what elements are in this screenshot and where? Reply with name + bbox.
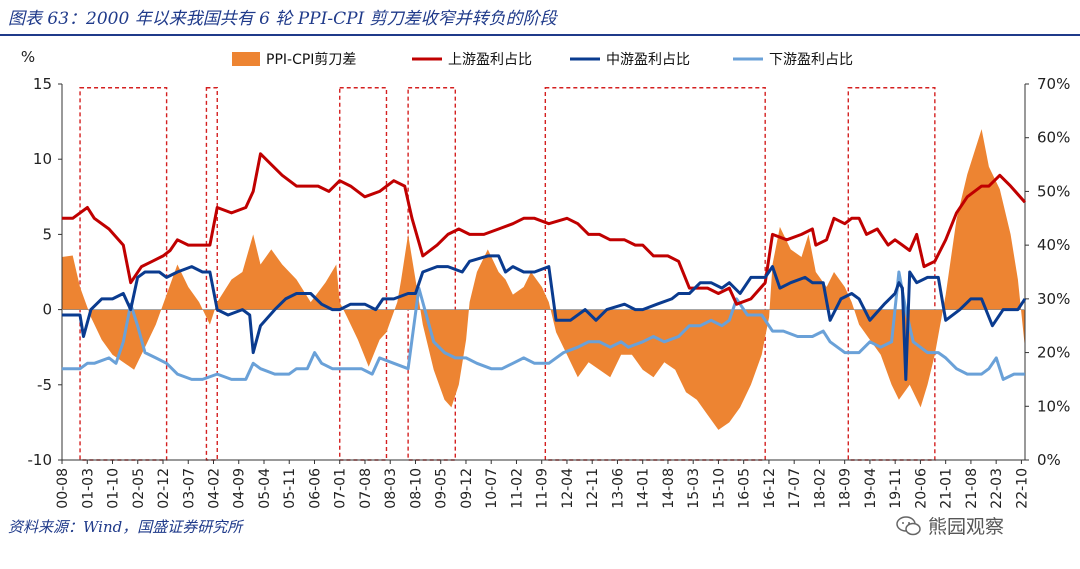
x-tick-label: 16-12 <box>762 468 778 509</box>
x-tick-label: 03-07 <box>181 468 197 509</box>
right-tick-label: 0% <box>1037 451 1061 469</box>
x-tick-label: 09-12 <box>459 468 475 509</box>
x-tick-label: 09-05 <box>434 468 450 509</box>
legend-label-spread: PPI-CPI剪刀差 <box>266 52 356 68</box>
spread-area-series <box>61 129 1025 430</box>
x-tick-label: 01-10 <box>106 468 122 509</box>
x-tick-label: 15-10 <box>711 468 727 509</box>
x-tick-label: 06-06 <box>308 468 324 509</box>
title-rule <box>0 34 1080 36</box>
right-tick-label: 60% <box>1037 129 1070 147</box>
highlight-box-1 <box>79 87 168 461</box>
right-tick-label: 10% <box>1037 397 1070 415</box>
x-tick-label: 22-03 <box>989 468 1005 509</box>
right-tick-label: 50% <box>1037 182 1070 200</box>
highlight-box-3 <box>339 87 388 461</box>
left-tick-label: 5 <box>42 225 52 243</box>
left-axis-unit: % <box>21 48 35 66</box>
x-tick-label: 12-04 <box>560 468 576 509</box>
x-tick-label: 07-08 <box>358 468 374 509</box>
x-tick-label: 00-08 <box>55 468 71 509</box>
x-tick-label: 12-11 <box>585 468 601 509</box>
legend: PPI-CPI剪刀差 上游盈利占比 中游盈利占比 下游盈利占比 <box>232 52 853 68</box>
left-tick-label: 0 <box>42 301 52 319</box>
highlight-box-4 <box>407 87 456 461</box>
x-tick-label: 14-08 <box>661 468 677 509</box>
source-note: 资料来源：Wind，国盛证券研究所 <box>8 518 243 536</box>
right-tick-label: 30% <box>1037 290 1070 308</box>
highlight-box-6 <box>847 87 936 461</box>
x-tick-label: 19-04 <box>863 468 879 509</box>
x-tick-label: 11-02 <box>510 468 526 509</box>
x-tick-label: 13-06 <box>611 468 627 509</box>
x-tick-label: 02-12 <box>156 468 172 509</box>
series-lines <box>61 152 1027 381</box>
wechat-icon <box>896 515 921 535</box>
watermark: 熊园观察 <box>896 512 1004 539</box>
x-tick-label: 10-07 <box>484 468 500 509</box>
x-tick-label: 01-03 <box>80 468 96 509</box>
figure-title: 图表 63：2000 年以来我国共有 6 轮 PPI-CPI 剪刀差收窄并转负的… <box>8 9 557 29</box>
left-tick-label: -10 <box>28 451 53 469</box>
x-tick-label: 17-07 <box>787 468 803 509</box>
x-tick-label: 21-08 <box>964 468 980 509</box>
x-tick-label: 05-11 <box>282 468 298 509</box>
x-tick-label: 04-02 <box>207 468 223 509</box>
downstream-line <box>61 270 1025 381</box>
x-tick-label: 18-02 <box>812 468 828 509</box>
upstream-line <box>61 152 1027 306</box>
x-tick-label: 08-10 <box>409 468 425 509</box>
left-tick-label: 10 <box>33 150 52 168</box>
x-tick-label: 16-05 <box>737 468 753 509</box>
x-tick-label: 20-06 <box>913 468 929 509</box>
x-tick-label: 05-04 <box>257 468 273 509</box>
axes: -10 -5 0 5 10 15% 0% 10% 20% 30% 40% 50% 60% 70% 00-08… <box>21 48 1070 509</box>
watermark-text: 熊园观察 <box>928 516 1005 538</box>
x-tick-label: 18-09 <box>838 468 854 509</box>
left-tick-label: 15 <box>33 75 52 93</box>
midstream-line <box>61 254 1027 381</box>
x-tick-label: 21-01 <box>939 468 955 509</box>
x-tick-label: 04-09 <box>232 468 248 509</box>
legend-label-downstream: 下游盈利占比 <box>769 52 853 68</box>
x-tick-label: 15-03 <box>686 468 702 509</box>
legend-label-midstream: 中游盈利占比 <box>606 52 690 68</box>
left-tick-label: -5 <box>37 376 52 394</box>
spread-area <box>61 129 1025 430</box>
x-tick-label: 08-03 <box>383 468 399 509</box>
x-tick-label: 02-05 <box>131 468 147 509</box>
right-tick-label: 20% <box>1037 344 1070 362</box>
x-tick-label: 14-01 <box>636 468 652 509</box>
legend-swatch-spread <box>232 52 260 66</box>
x-tick-label: 19-11 <box>888 468 904 509</box>
highlight-box-2 <box>205 87 218 461</box>
x-tick-label: 07-01 <box>333 468 349 509</box>
x-tick-label: 11-09 <box>535 468 551 509</box>
right-tick-label: 40% <box>1037 236 1070 254</box>
right-tick-label: 70% <box>1037 75 1070 93</box>
legend-label-upstream: 上游盈利占比 <box>448 52 532 68</box>
x-tick-label: 22-10 <box>1014 468 1030 509</box>
